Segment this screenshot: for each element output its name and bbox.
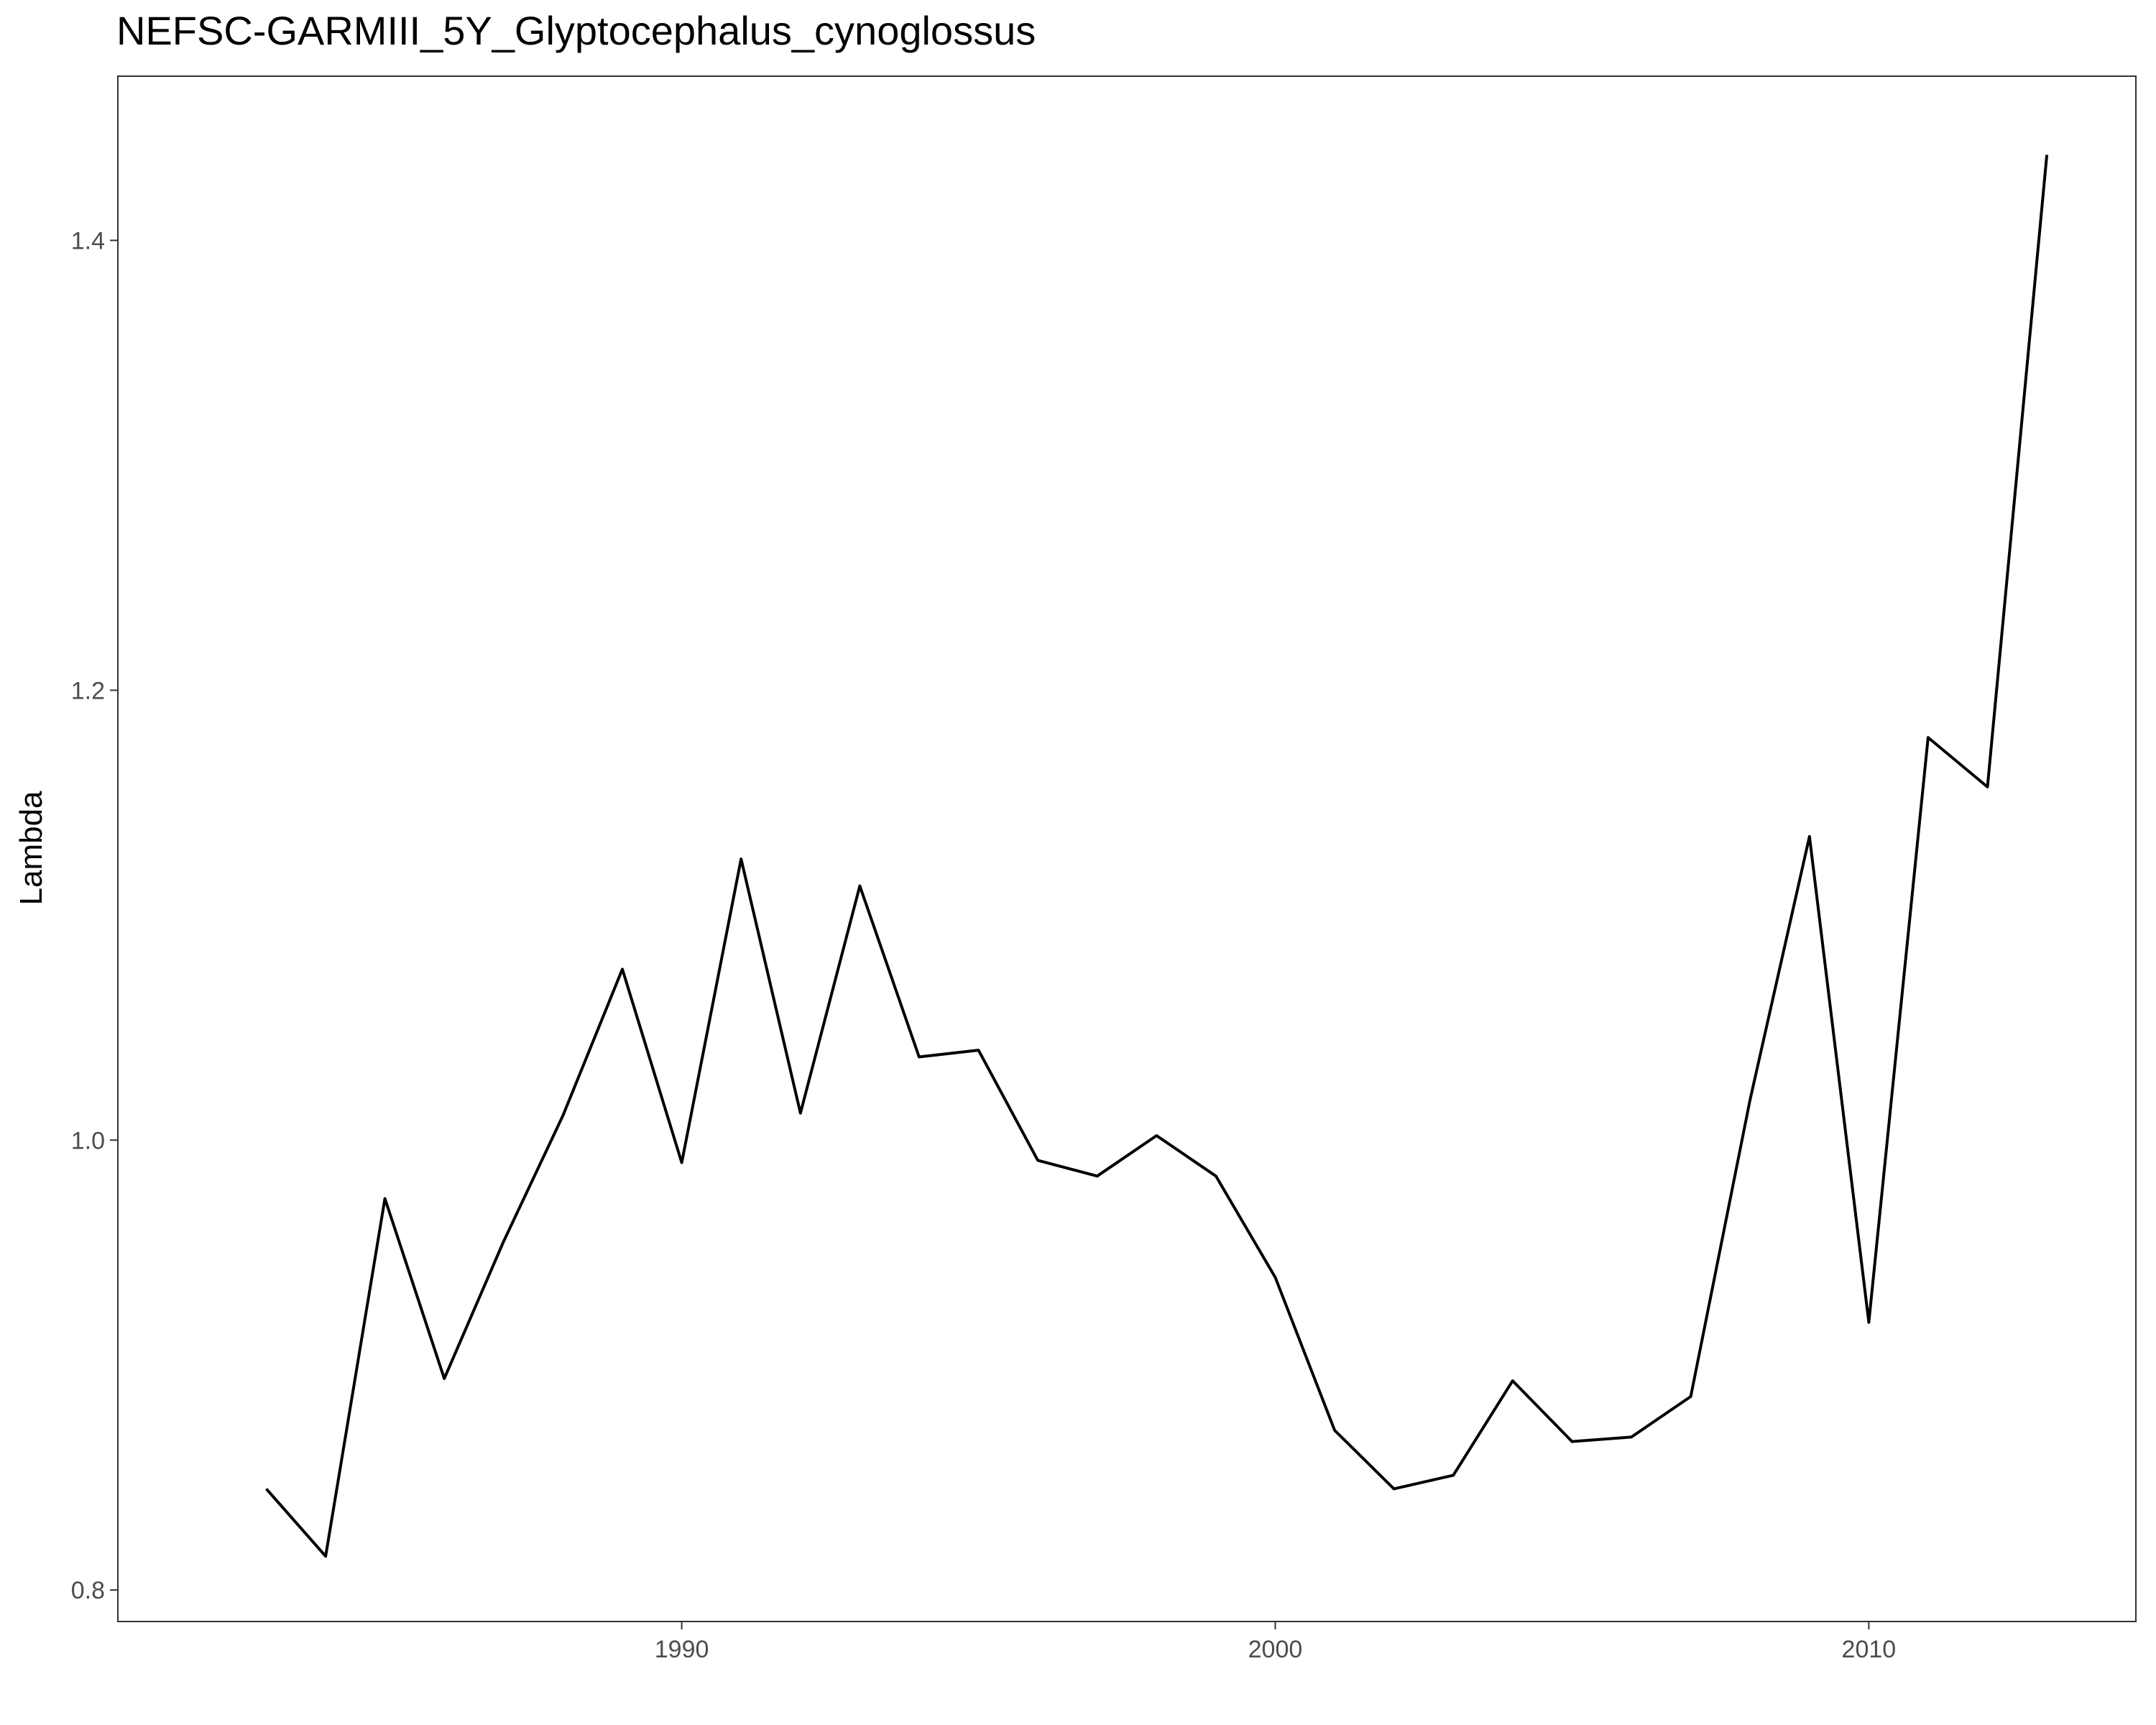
x-tick-label: 2010 (1842, 1636, 1897, 1663)
series-line (264, 155, 2049, 1558)
x-tick-label: 2000 (1248, 1636, 1303, 1663)
plot-area: 0.8 1.0 1.2 1.4 1990 2000 2010 (71, 75, 2137, 1663)
y-tick-label: 1.4 (71, 227, 105, 254)
y-axis-title: Lambda (14, 791, 49, 906)
chart-title: NEFSC-GARMIII_5Y_Glyptocephalus_cynoglos… (116, 8, 1036, 53)
plot-panel-border (117, 75, 2137, 1622)
y-tick-label: 0.8 (71, 1577, 105, 1604)
x-tick-label: 1990 (655, 1636, 709, 1663)
y-tick-label: 1.0 (71, 1127, 105, 1154)
y-tick-label: 1.2 (71, 677, 105, 704)
